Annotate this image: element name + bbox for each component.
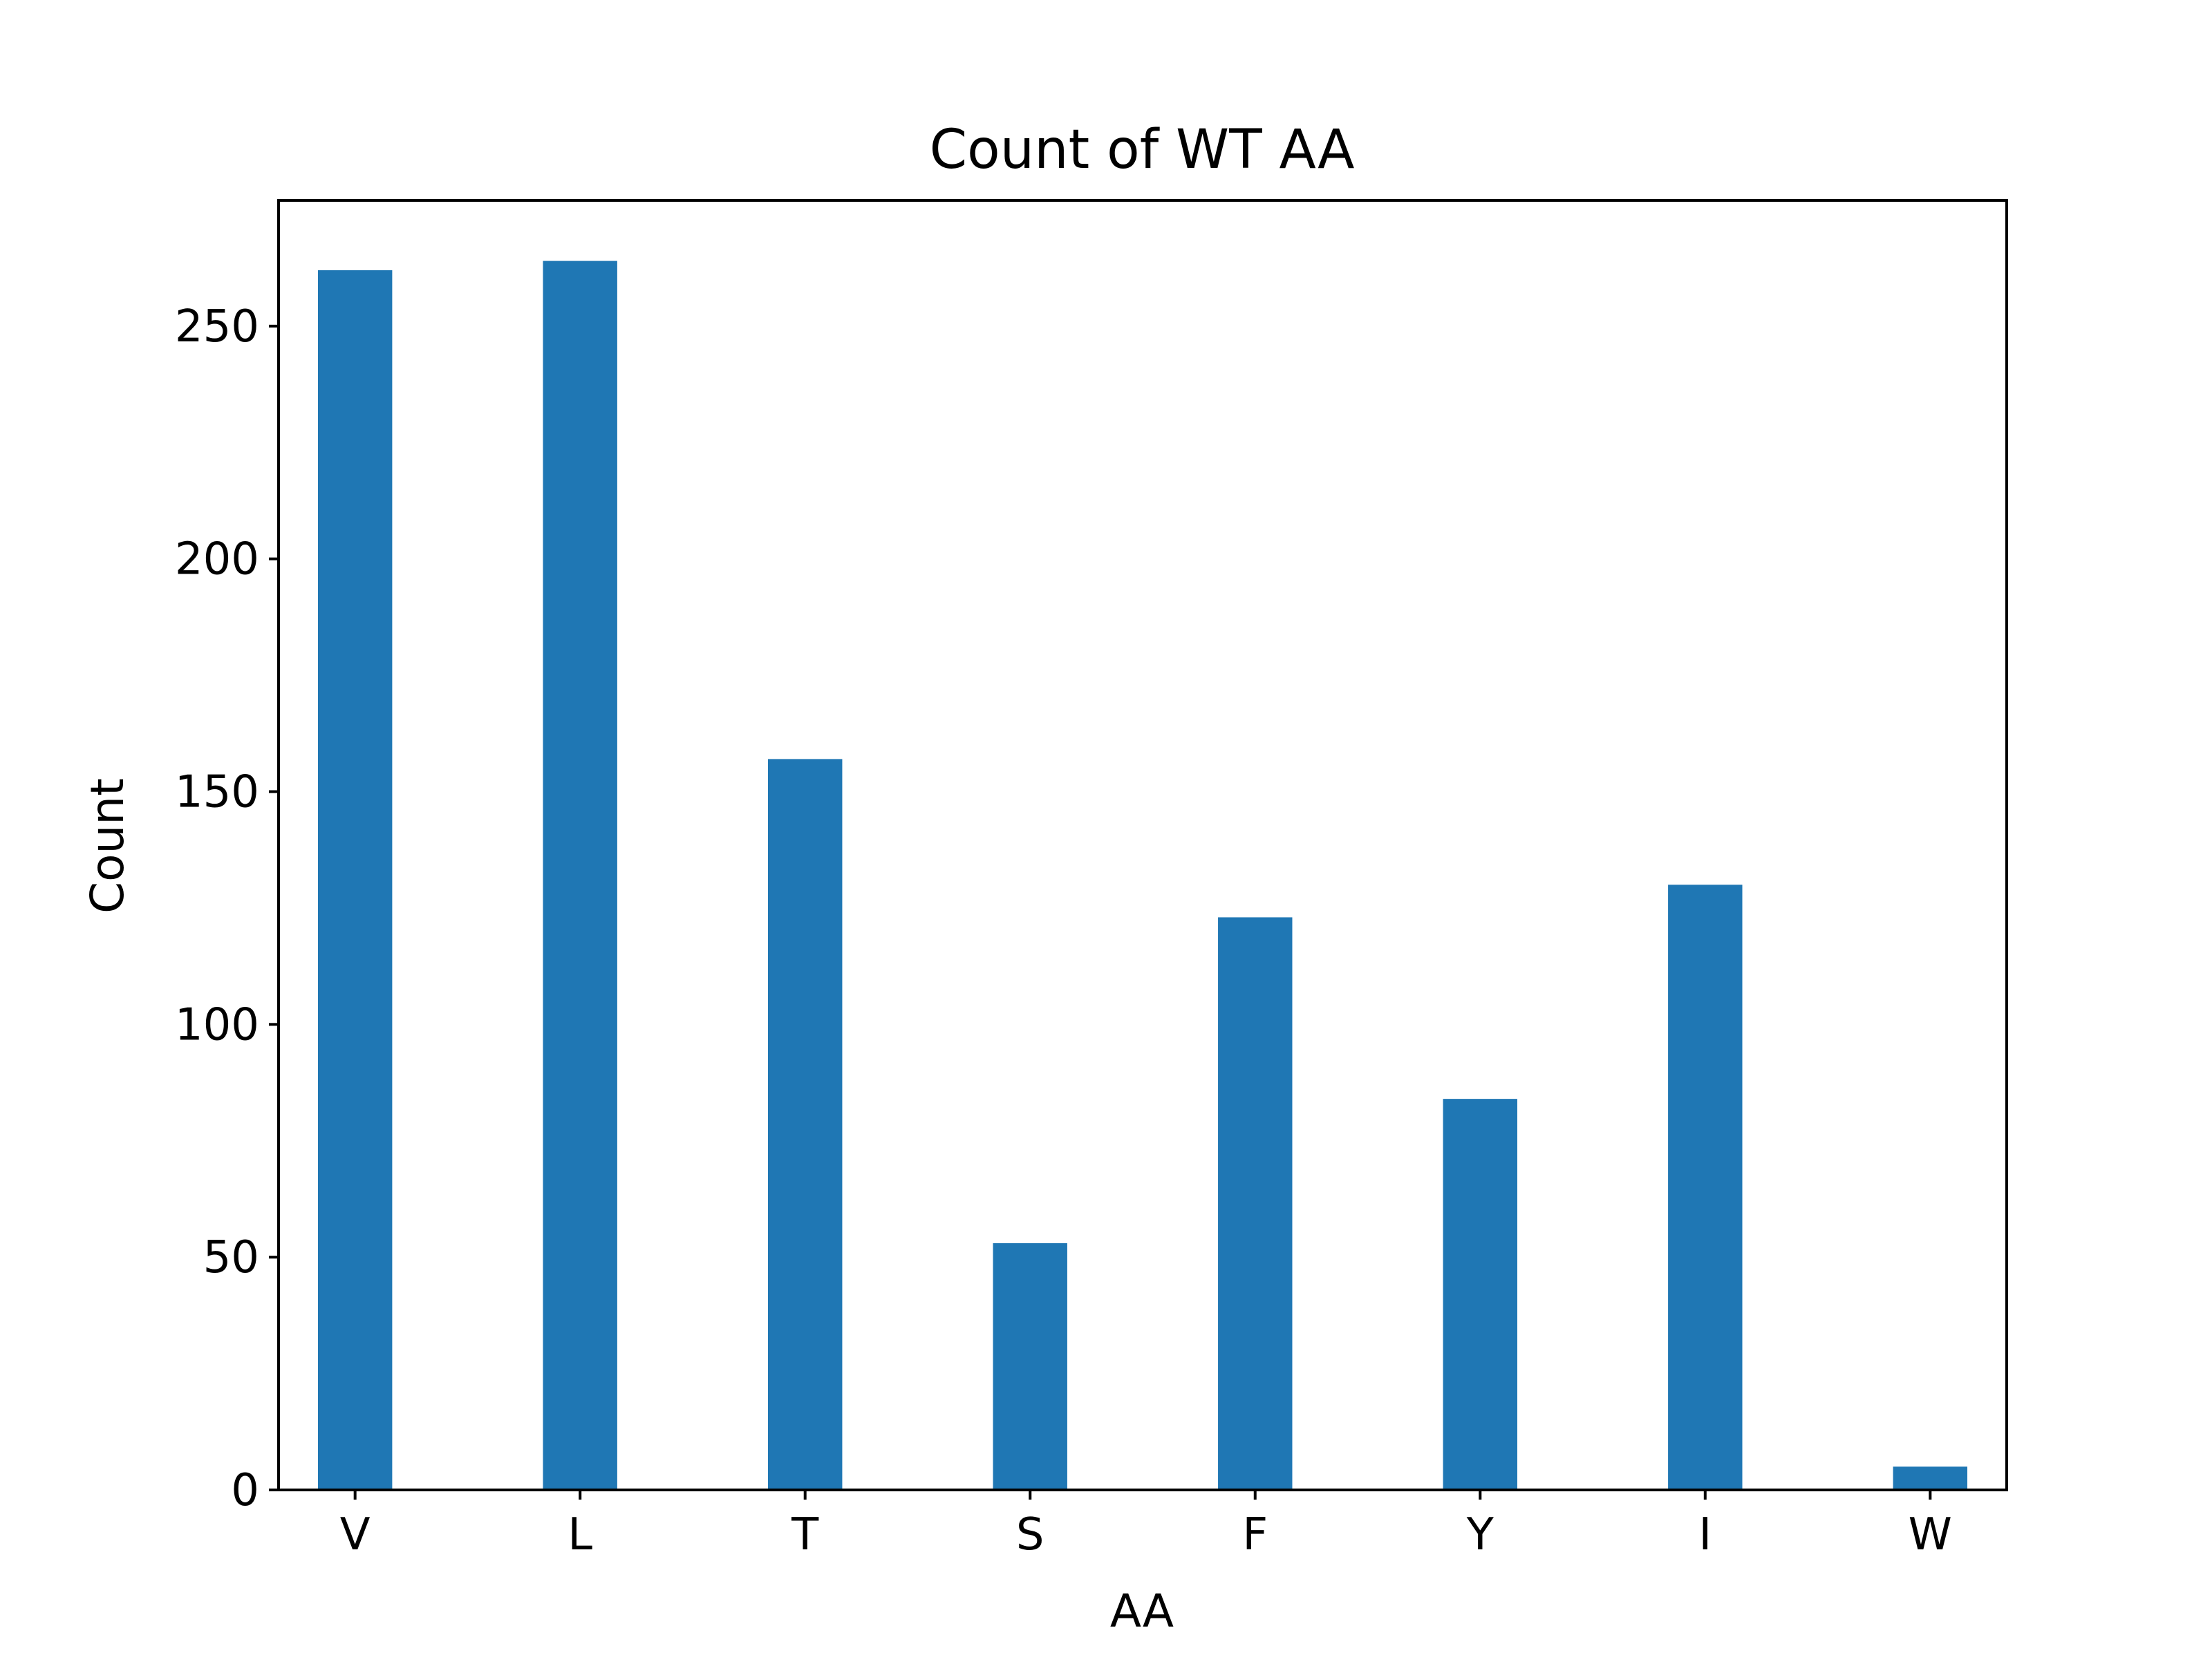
x-axis-label: AA	[1110, 1585, 1174, 1638]
y-tick-label: 250	[175, 301, 259, 352]
chart-title: Count of WT AA	[930, 119, 1355, 181]
plot-frame	[277, 199, 2008, 1491]
x-tick-label: L	[568, 1509, 592, 1560]
bars-layer	[317, 261, 1968, 1491]
bar-W	[1893, 1466, 1968, 1490]
y-tick-label: 100	[175, 999, 259, 1050]
x-tick-label: V	[340, 1509, 371, 1560]
bar-Y	[1443, 1099, 1517, 1490]
bar-L	[543, 261, 617, 1491]
y-tick-label: 0	[231, 1465, 259, 1516]
bar-I	[1668, 885, 1743, 1490]
bar-F	[1218, 917, 1293, 1490]
x-tick-label: Y	[1466, 1509, 1494, 1560]
x-tick-label: I	[1698, 1509, 1712, 1560]
y-axis-label: Count	[81, 778, 134, 914]
y-tick-label: 200	[175, 534, 259, 585]
y-tick-label: 50	[203, 1232, 259, 1283]
bar-V	[317, 270, 393, 1491]
y-tick-label: 150	[175, 767, 259, 818]
bar-S	[993, 1243, 1067, 1490]
x-tick-label: W	[1909, 1509, 1952, 1560]
bar-T	[768, 759, 843, 1490]
x-tick-label: S	[1016, 1509, 1044, 1560]
x-tick-label: F	[1242, 1509, 1268, 1560]
x-tick-label: T	[791, 1509, 819, 1560]
y-axis-ticks: 0 50 100 150 200 250	[175, 301, 279, 1516]
